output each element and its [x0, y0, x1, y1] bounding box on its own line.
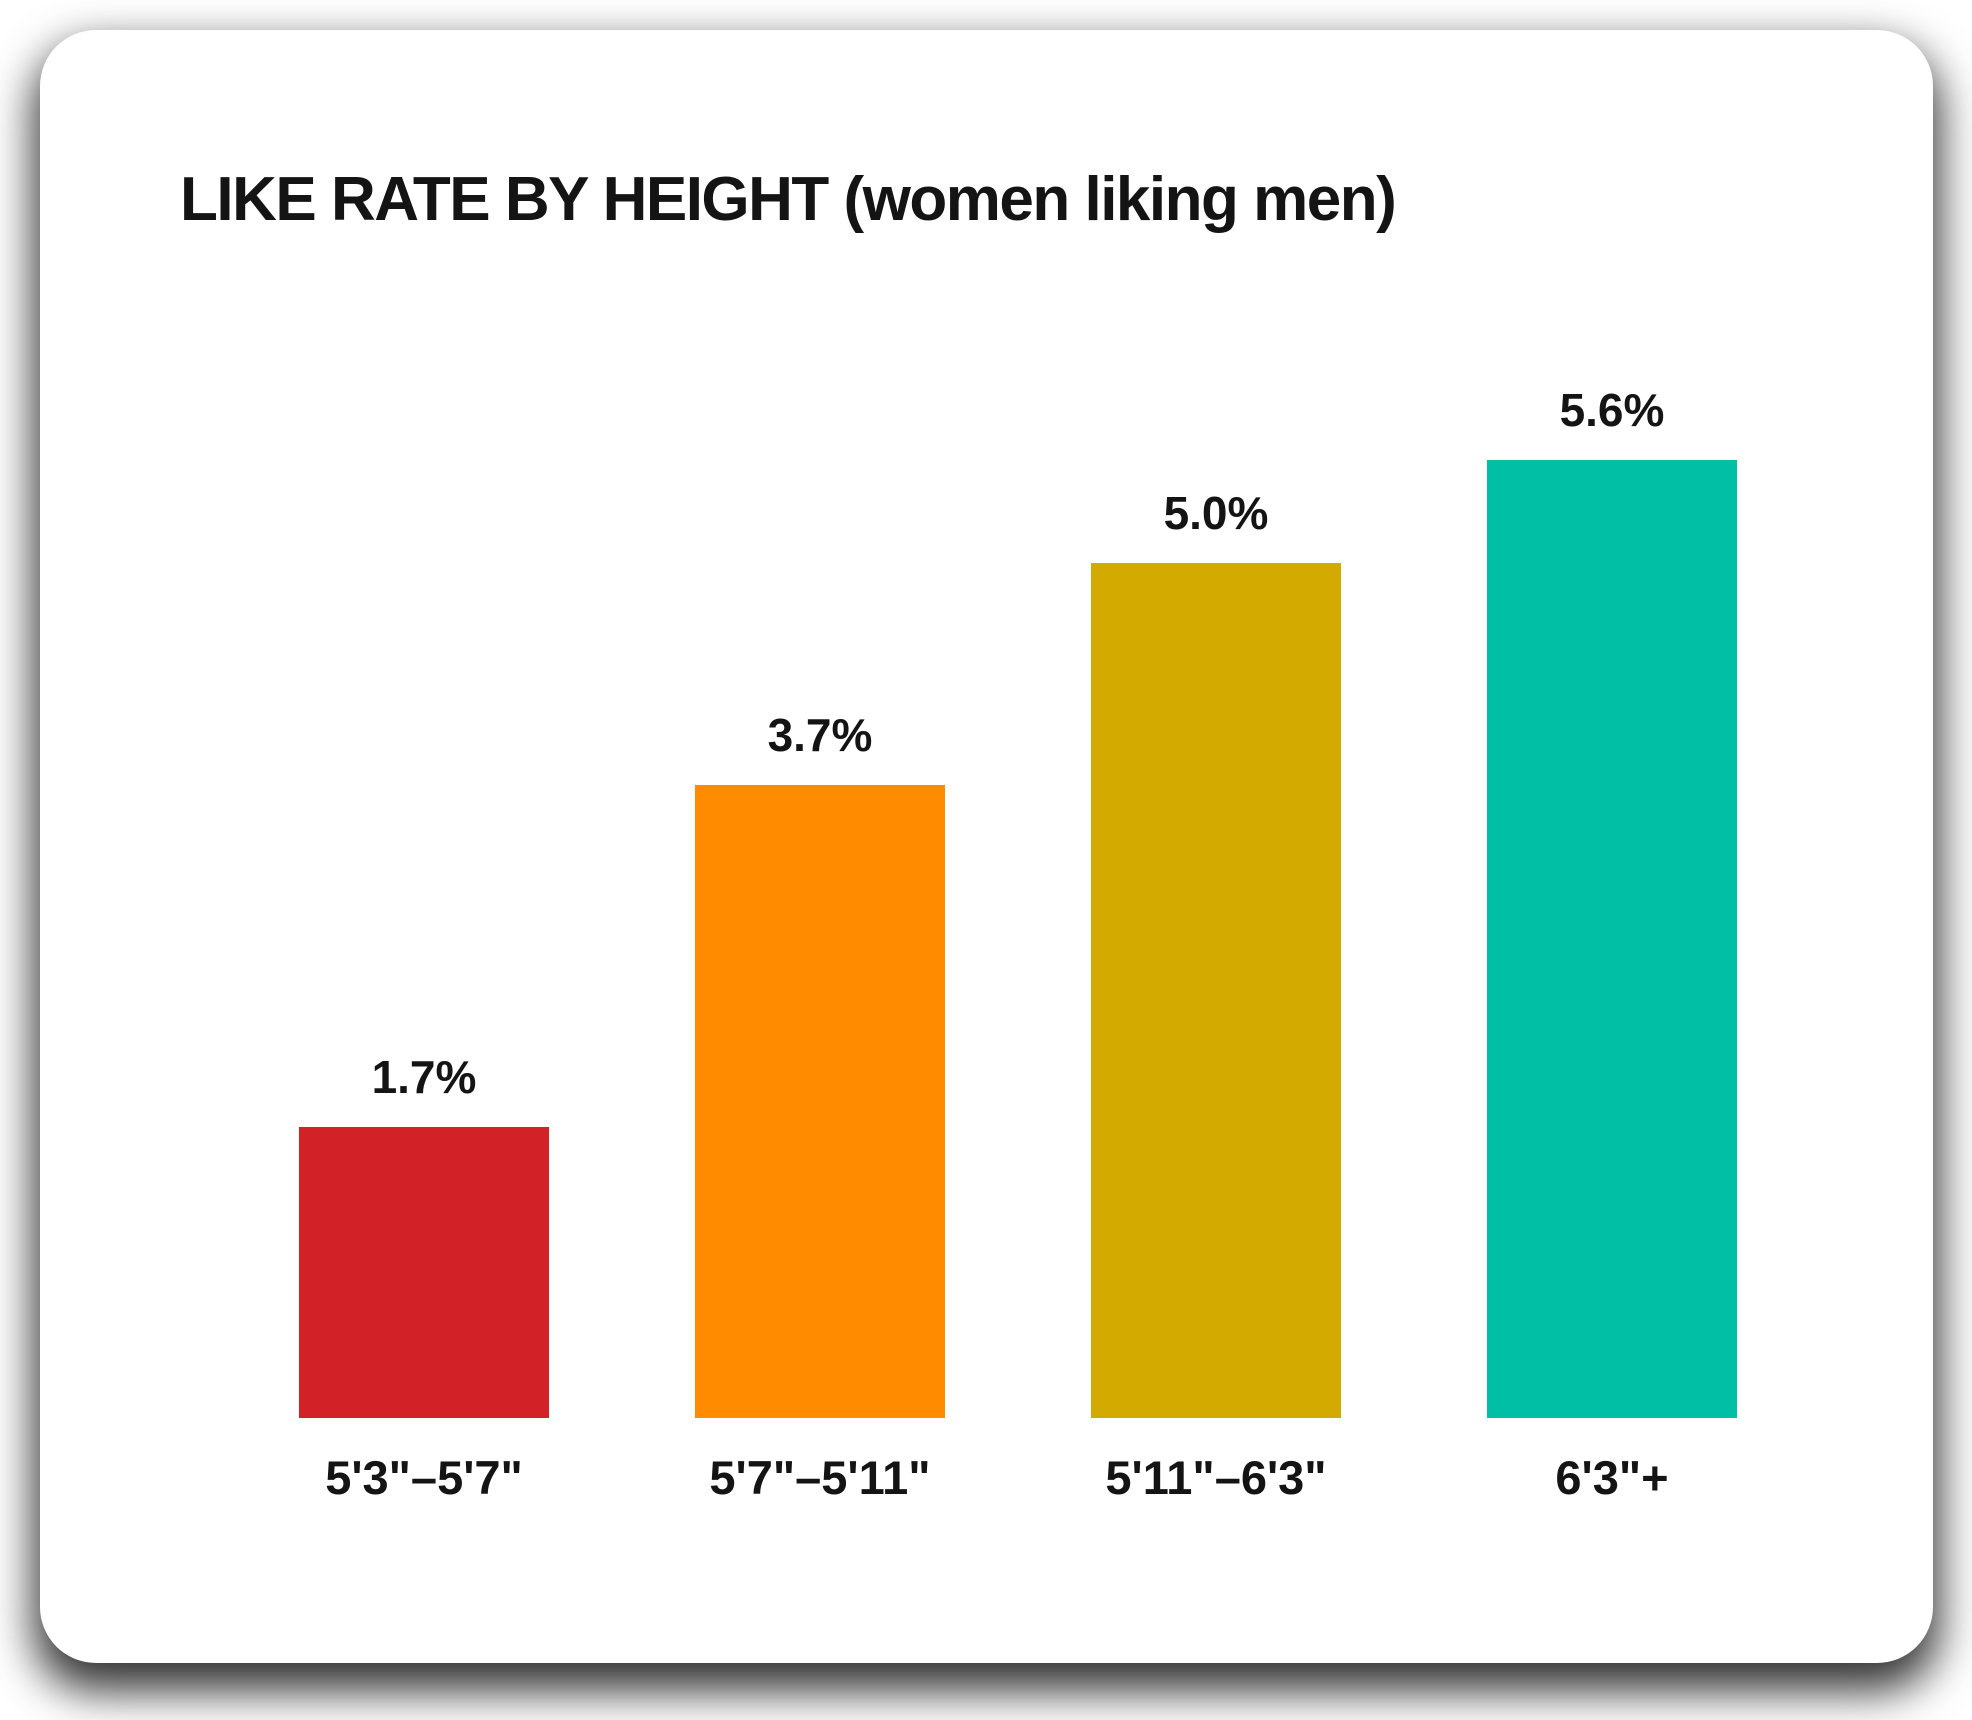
bar-value-label: 1.7% [371, 1051, 477, 1103]
bar [1091, 563, 1341, 1418]
bar-category-label: 5'7"–5'11" [709, 1451, 931, 1504]
chart-card: LIKE RATE BY HEIGHT (women liking men) 1… [40, 30, 1933, 1663]
bar [695, 785, 945, 1418]
bar-chart: 1.7% 5'3"–5'7" 3.7% 5'7"–5'11" 5.0% 5'11"–6'3… [299, 384, 1737, 1501]
bar-column: 1.7% 5'3"–5'7" [299, 1051, 549, 1501]
bar-value-label: 5.6% [1559, 384, 1665, 436]
bar-column: 5.6% 6'3"+ [1487, 384, 1737, 1501]
bar-column: 3.7% 5'7"–5'11" [695, 709, 945, 1501]
bar-value-label: 5.0% [1163, 487, 1269, 539]
bar-category-label: 6'3"+ [1555, 1451, 1669, 1504]
bar-column: 5.0% 5'11"–6'3" [1091, 487, 1341, 1501]
bar-category-label: 5'11"–6'3" [1105, 1451, 1327, 1504]
bar [299, 1127, 549, 1418]
chart-title: LIKE RATE BY HEIGHT (women liking men) [180, 165, 1397, 234]
bar [1487, 460, 1737, 1418]
bar-value-label: 3.7% [767, 709, 873, 761]
bar-category-label: 5'3"–5'7" [325, 1451, 523, 1504]
